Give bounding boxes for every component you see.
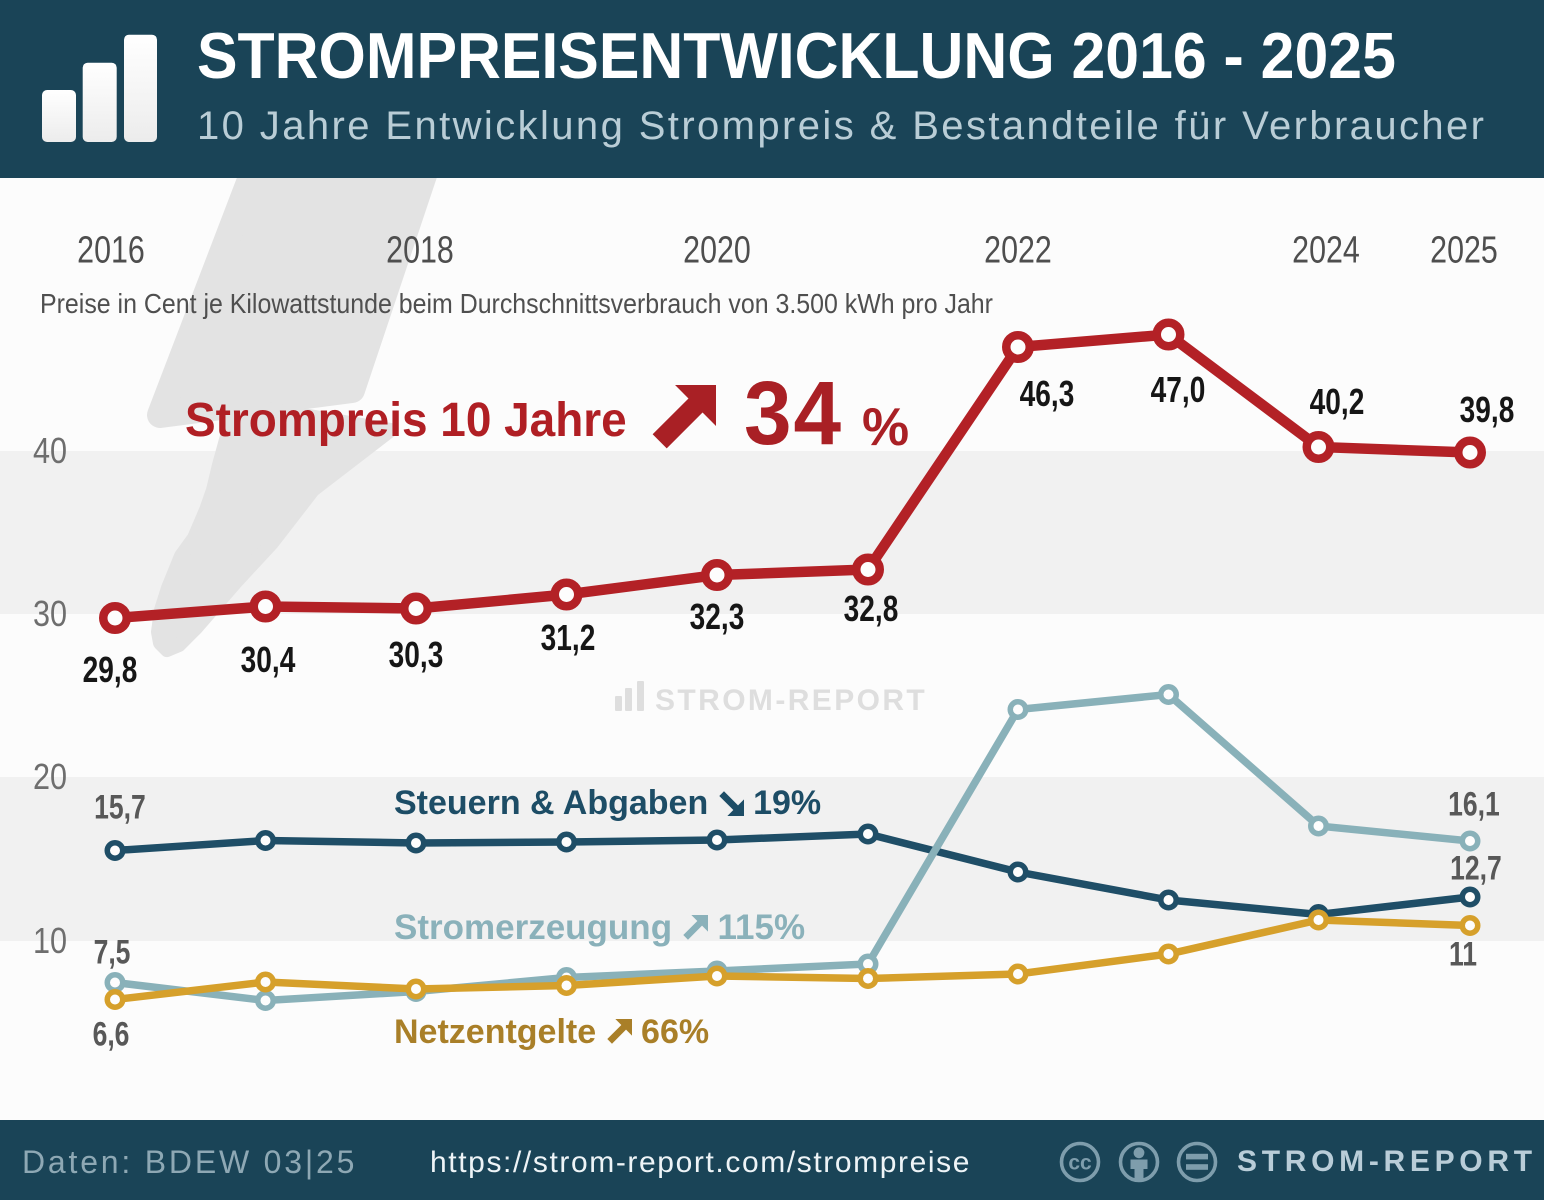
svg-text:cc: cc [1068,1152,1092,1175]
